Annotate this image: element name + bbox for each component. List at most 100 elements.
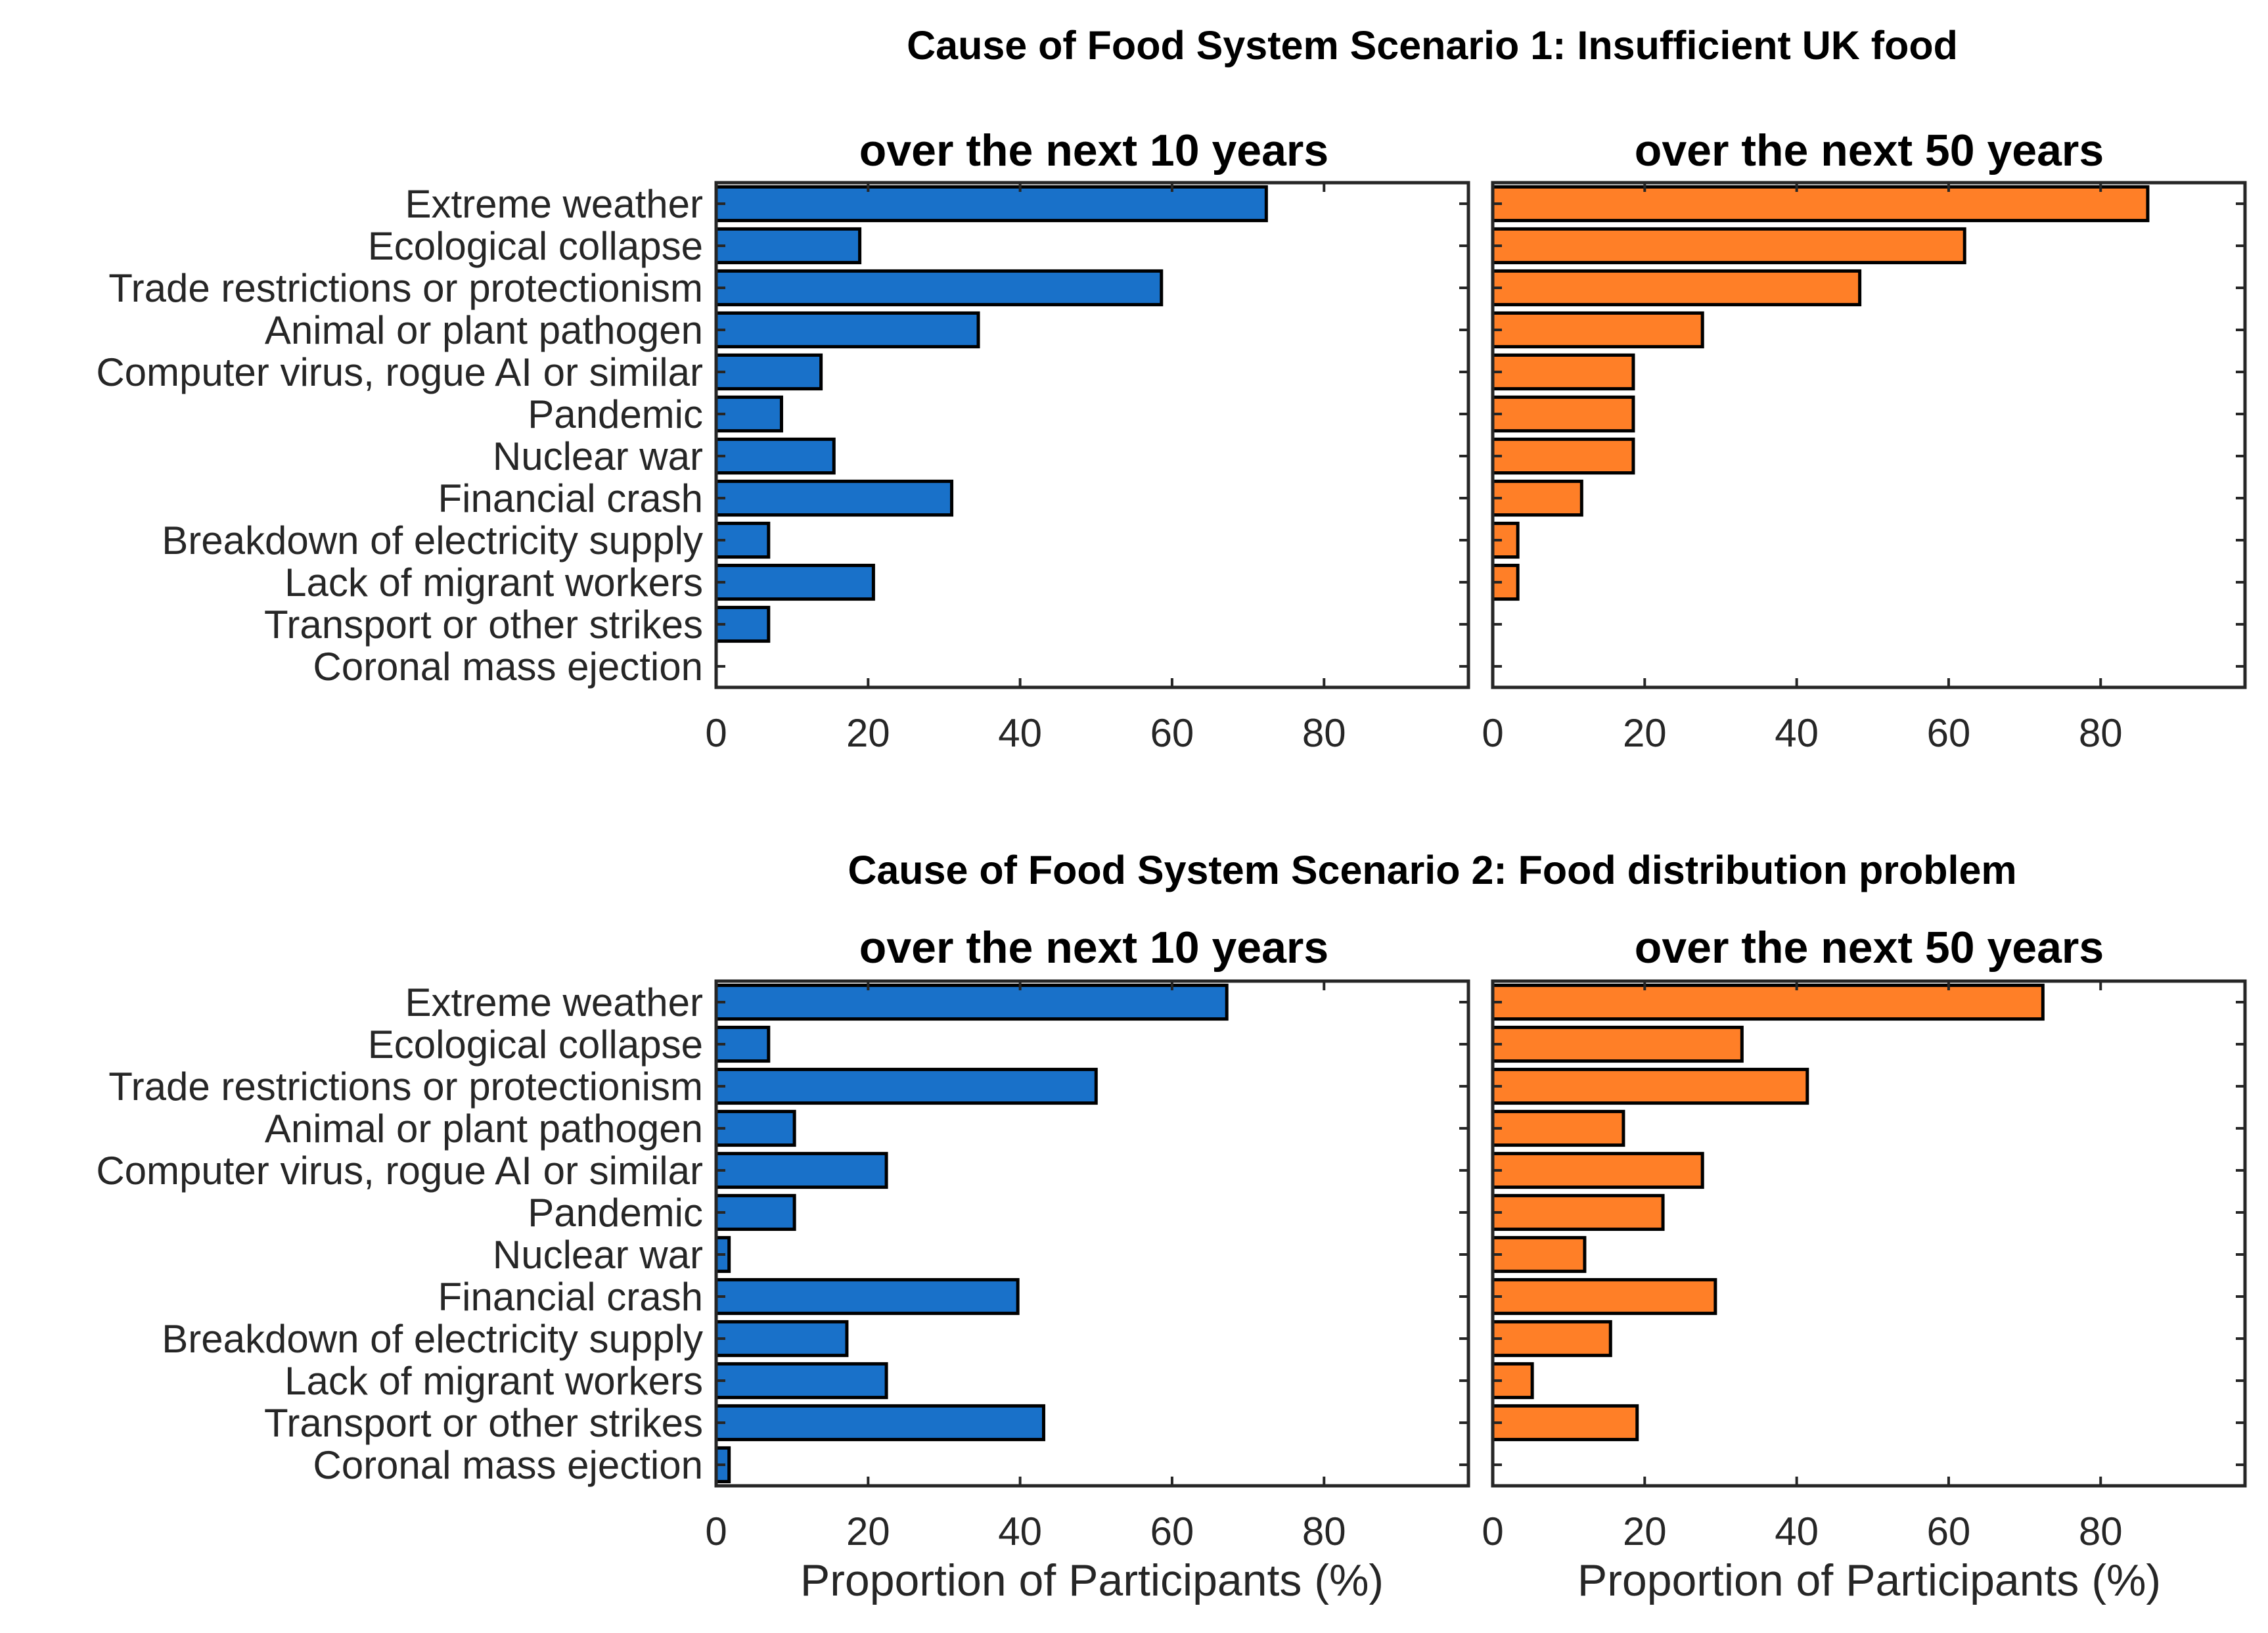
bar — [1491, 1235, 1587, 1274]
x-axis-label: Proportion of Participants (%) — [800, 1555, 1384, 1605]
scenario-2-title: Cause of Food System Scenario 2: Food di… — [848, 848, 2016, 892]
bar-group — [714, 185, 1268, 643]
x-tick-label: 40 — [998, 1509, 1042, 1553]
category-label: Lack of migrant workers — [284, 1359, 703, 1403]
category-label: Trade restrictions or protectionism — [108, 1065, 703, 1109]
category-label: Extreme weather — [405, 980, 703, 1024]
category-label: Transport or other strikes — [264, 1401, 703, 1445]
bar — [1491, 311, 1704, 349]
category-label: Animal or plant pathogen — [265, 308, 703, 352]
bar — [1491, 353, 1635, 391]
scenario-1-10-year-panel: over the next 10 years Extreme weatherEc… — [96, 126, 1470, 755]
axes-box — [1491, 181, 2247, 689]
x-tick-label: 80 — [1302, 711, 1346, 755]
bar — [1491, 1067, 1809, 1105]
bar — [714, 395, 783, 433]
bar — [1491, 1320, 1612, 1358]
axes-box — [1491, 979, 2247, 1488]
x-tick-label: 20 — [1623, 1509, 1667, 1553]
category-label: Computer virus, rogue AI or similar — [96, 350, 703, 394]
scenario-1-50-year-panel: over the next 50 years 0 20 40 60 80 — [1482, 126, 2247, 755]
category-label: Transport or other strikes — [264, 603, 703, 647]
bar — [1491, 1109, 1625, 1147]
scenario-1-title: Cause of Food System Scenario 1: Insuffi… — [907, 23, 1958, 68]
x-axis-ticks: 0 20 40 60 80 — [1482, 981, 2245, 1553]
axes-box — [714, 181, 1470, 689]
bar — [714, 1320, 849, 1358]
bar — [1491, 983, 2045, 1021]
x-tick-label: 60 — [1150, 711, 1194, 755]
bar — [714, 1277, 1020, 1316]
bar — [1491, 479, 1583, 517]
category-label: Lack of migrant workers — [284, 561, 703, 605]
bar — [714, 1109, 796, 1147]
x-tick-label: 20 — [1623, 711, 1667, 755]
x-tick-label: 0 — [705, 1509, 727, 1553]
x-tick-label: 20 — [846, 1509, 890, 1553]
bar — [1491, 437, 1635, 475]
category-label: Financial crash — [438, 476, 703, 520]
x-tick-label: 40 — [1775, 711, 1819, 755]
x-tick-label: 0 — [705, 711, 727, 755]
bar — [714, 1362, 888, 1400]
category-label: Breakdown of electricity supply — [162, 1317, 703, 1361]
category-label: Ecological collapse — [368, 224, 703, 268]
bar-group — [1491, 983, 2045, 1442]
x-tick-label: 80 — [1302, 1509, 1346, 1553]
bar-group — [714, 983, 1229, 1484]
x-tick-label: 0 — [1482, 711, 1503, 755]
x-tick-label: 60 — [1927, 1509, 1971, 1553]
category-label: Ecological collapse — [368, 1023, 703, 1067]
x-tick-label: 20 — [846, 711, 890, 755]
bar — [1491, 1193, 1665, 1231]
category-label: Financial crash — [438, 1275, 703, 1319]
bar — [714, 563, 875, 601]
bar — [1491, 1151, 1704, 1189]
category-label: Pandemic — [528, 1191, 703, 1235]
bar — [714, 1193, 796, 1231]
category-label: Nuclear war — [493, 434, 703, 478]
bar — [714, 311, 980, 349]
bar — [1491, 1404, 1639, 1442]
x-tick-label: 0 — [1482, 1509, 1503, 1553]
scenario-2-50-year-panel: over the next 50 years 0 20 40 60 80 Proport… — [1482, 923, 2247, 1605]
scenario-2-10-year-panel: over the next 10 years Extreme weatherEc… — [96, 923, 1470, 1605]
bar — [1491, 185, 2150, 223]
bar — [714, 1067, 1098, 1105]
bar — [1491, 269, 1862, 307]
x-tick-label: 80 — [2079, 1509, 2123, 1553]
category-label: Animal or plant pathogen — [265, 1107, 703, 1151]
category-label: Nuclear war — [493, 1233, 703, 1277]
x-tick-label: 60 — [1927, 711, 1971, 755]
x-axis-ticks: 0 20 40 60 80 — [705, 183, 1346, 755]
bar-group — [1491, 185, 2150, 601]
category-label: Coronal mass ejection — [313, 645, 703, 689]
category-label: Extreme weather — [405, 182, 703, 226]
x-axis-ticks: 0 20 40 60 80 — [1482, 183, 2245, 755]
bar — [714, 353, 823, 391]
category-label: Breakdown of electricity supply — [162, 518, 703, 563]
bar — [1491, 1025, 1744, 1063]
bar — [714, 1404, 1045, 1442]
x-tick-label: 60 — [1150, 1509, 1194, 1553]
bar — [714, 437, 836, 475]
panel-title: over the next 50 years — [1635, 126, 2104, 175]
category-label: Coronal mass ejection — [313, 1443, 703, 1487]
bar — [714, 185, 1268, 223]
panel-title: over the next 10 years — [859, 126, 1328, 175]
bar — [714, 479, 954, 517]
bar — [714, 983, 1229, 1021]
x-axis-label: Proportion of Participants (%) — [1577, 1555, 2161, 1605]
bar — [714, 227, 862, 265]
x-tick-label: 40 — [1775, 1509, 1819, 1553]
axes-box — [714, 979, 1470, 1488]
panel-title: over the next 10 years — [859, 923, 1328, 973]
x-axis-ticks: 0 20 40 60 80 — [705, 981, 1346, 1553]
bar — [714, 269, 1164, 307]
bar — [714, 1151, 888, 1189]
bar — [1491, 227, 1966, 265]
bar — [1491, 563, 1520, 601]
category-label: Trade restrictions or protectionism — [108, 266, 703, 310]
